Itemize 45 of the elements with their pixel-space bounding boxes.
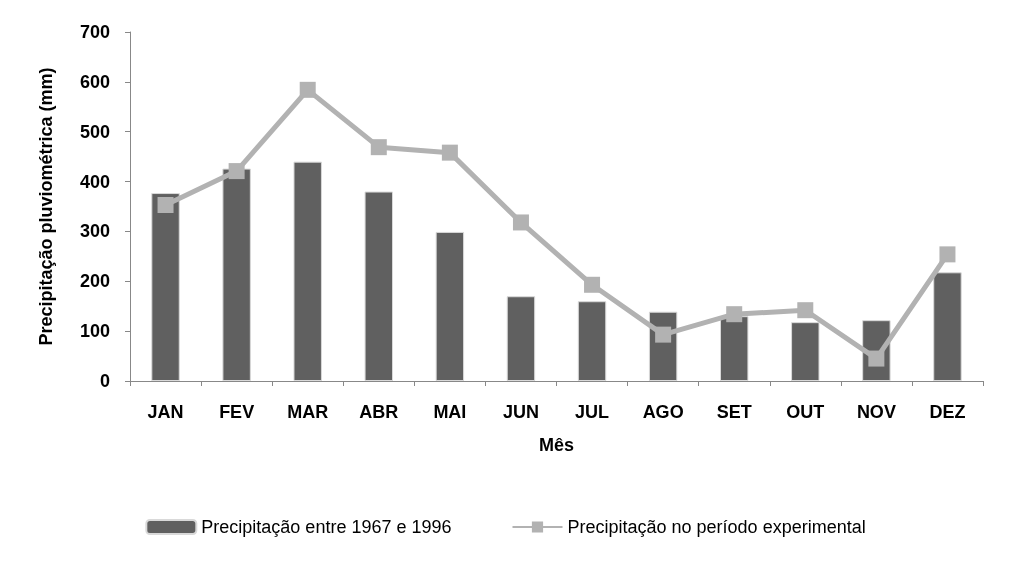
point: [797, 302, 814, 319]
point: [726, 306, 743, 323]
x-axis-title: Mês: [538, 435, 575, 455]
x-tick-label: MAR: [287, 402, 329, 422]
y-tick-label: 100: [79, 321, 110, 342]
point: [441, 144, 458, 161]
y-tick-label: 600: [79, 71, 110, 92]
point: [939, 246, 956, 263]
x-tick-label: NOV: [856, 402, 896, 422]
point: [584, 276, 601, 293]
legend-label: Precipitação entre 1967 e 1996: [201, 517, 452, 537]
bar: [577, 301, 607, 381]
bar: [222, 168, 251, 381]
x-tick-label: AGO: [642, 402, 684, 422]
bar: [293, 161, 322, 381]
point: [655, 326, 672, 343]
bar: [719, 316, 749, 381]
y-tick-label: 200: [79, 271, 110, 292]
y-axis-title: Precipitação pluviométrica (mm): [36, 67, 56, 346]
x-tick-label: OUT: [786, 402, 825, 422]
x-tick-label: JUL: [575, 402, 610, 422]
point: [157, 197, 174, 213]
y-tick-label: 500: [79, 121, 110, 142]
y-tick-label: 300: [79, 221, 110, 242]
bar: [791, 322, 820, 381]
y-tick-label: 700: [79, 22, 110, 42]
legend-label: Precipitação no período experimental: [567, 517, 866, 537]
point: [299, 81, 316, 98]
x-tick-label: SET: [716, 402, 752, 422]
point: [512, 214, 529, 231]
bar: [506, 296, 536, 381]
x-tick-label: DEZ: [929, 402, 966, 422]
x-tick-label: FEV: [219, 402, 255, 422]
point: [370, 139, 387, 156]
y-tick-label: 400: [79, 171, 110, 192]
x-tick-label: ABR: [359, 402, 399, 422]
bar: [364, 191, 394, 381]
point: [228, 163, 245, 180]
bar: [435, 231, 465, 381]
bar: [933, 272, 962, 381]
bar: [151, 193, 180, 381]
y-tick-label: 0: [99, 371, 110, 391]
x-tick-label: JAN: [147, 402, 184, 422]
x-tick-label: JUN: [502, 402, 539, 422]
x-tick-label: MAI: [433, 402, 467, 422]
